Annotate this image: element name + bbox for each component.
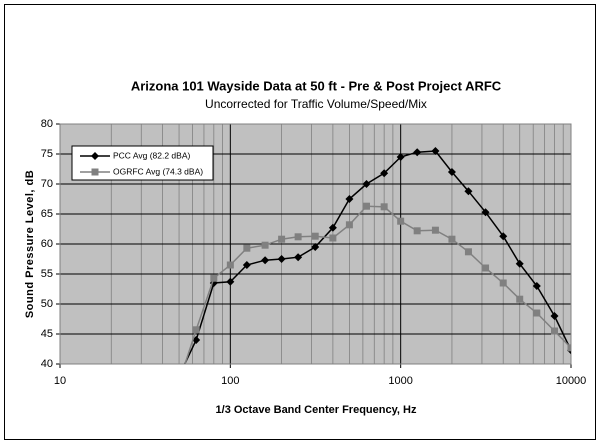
point [464,187,473,196]
chart-title: Arizona 101 Wayside Data at 50 ft - Pre … [131,78,502,93]
y-tick-label: 60 [41,238,53,250]
y-tick-label: 45 [41,328,53,340]
point [311,243,320,251]
point [277,255,286,263]
y-tick-label: 40 [41,358,53,370]
legend-marker [91,152,99,160]
point [192,326,200,334]
point [278,235,286,243]
x-tick-label: 10000 [556,375,587,387]
y-tick-label: 55 [41,268,53,280]
point [243,244,251,252]
point [242,261,251,269]
point [448,235,456,243]
plot-border [59,123,572,365]
legend-label: OGRFC Avg (74.3 dBA) [113,166,203,176]
point [431,147,440,155]
point [516,295,524,303]
x-axis-label: 1/3 Octave Band Center Frequency, Hz [216,404,417,416]
x-tick-label: 1000 [388,375,412,387]
point [567,344,571,352]
point [515,259,524,268]
y-tick-label: 70 [41,178,53,190]
legend-marker [91,168,99,176]
point [499,279,507,287]
point [550,312,559,320]
point [413,227,421,235]
y-tick-label: 65 [41,208,53,220]
point [261,241,269,249]
point [413,148,422,157]
point [261,256,270,265]
point [210,274,218,282]
point [482,264,490,272]
frame [4,4,596,440]
point [397,217,405,225]
point [345,195,354,203]
point [550,327,558,335]
y-tick-label: 75 [41,148,53,160]
point [328,223,337,232]
x-tick-label: 100 [221,375,239,387]
point [175,372,183,380]
x-tick-label: 10 [54,375,66,387]
point [447,168,456,176]
y-axis-label: Sound Pressure Level, dB [24,170,36,318]
point [329,234,337,242]
point [396,153,405,161]
y-tick-label: 50 [41,298,53,310]
y-tick-label: 80 [41,118,53,130]
point [380,203,388,211]
series-line [183,150,571,364]
point [464,248,472,256]
point [431,226,439,234]
point [294,233,302,241]
point [311,232,319,240]
point [481,208,490,217]
point [345,221,353,229]
chart-subtitle: Uncorrected for Traffic Volume/Speed/Mix [205,97,427,111]
point [226,261,234,269]
point [499,232,508,241]
point [226,277,235,286]
legend-label: PCC Avg (82.2 dBA) [113,150,190,160]
point [294,253,303,262]
point [176,379,183,386]
point [533,309,541,317]
point [532,282,541,290]
plot-series [175,147,571,386]
point [362,180,371,188]
point [362,202,370,210]
point [380,169,389,178]
